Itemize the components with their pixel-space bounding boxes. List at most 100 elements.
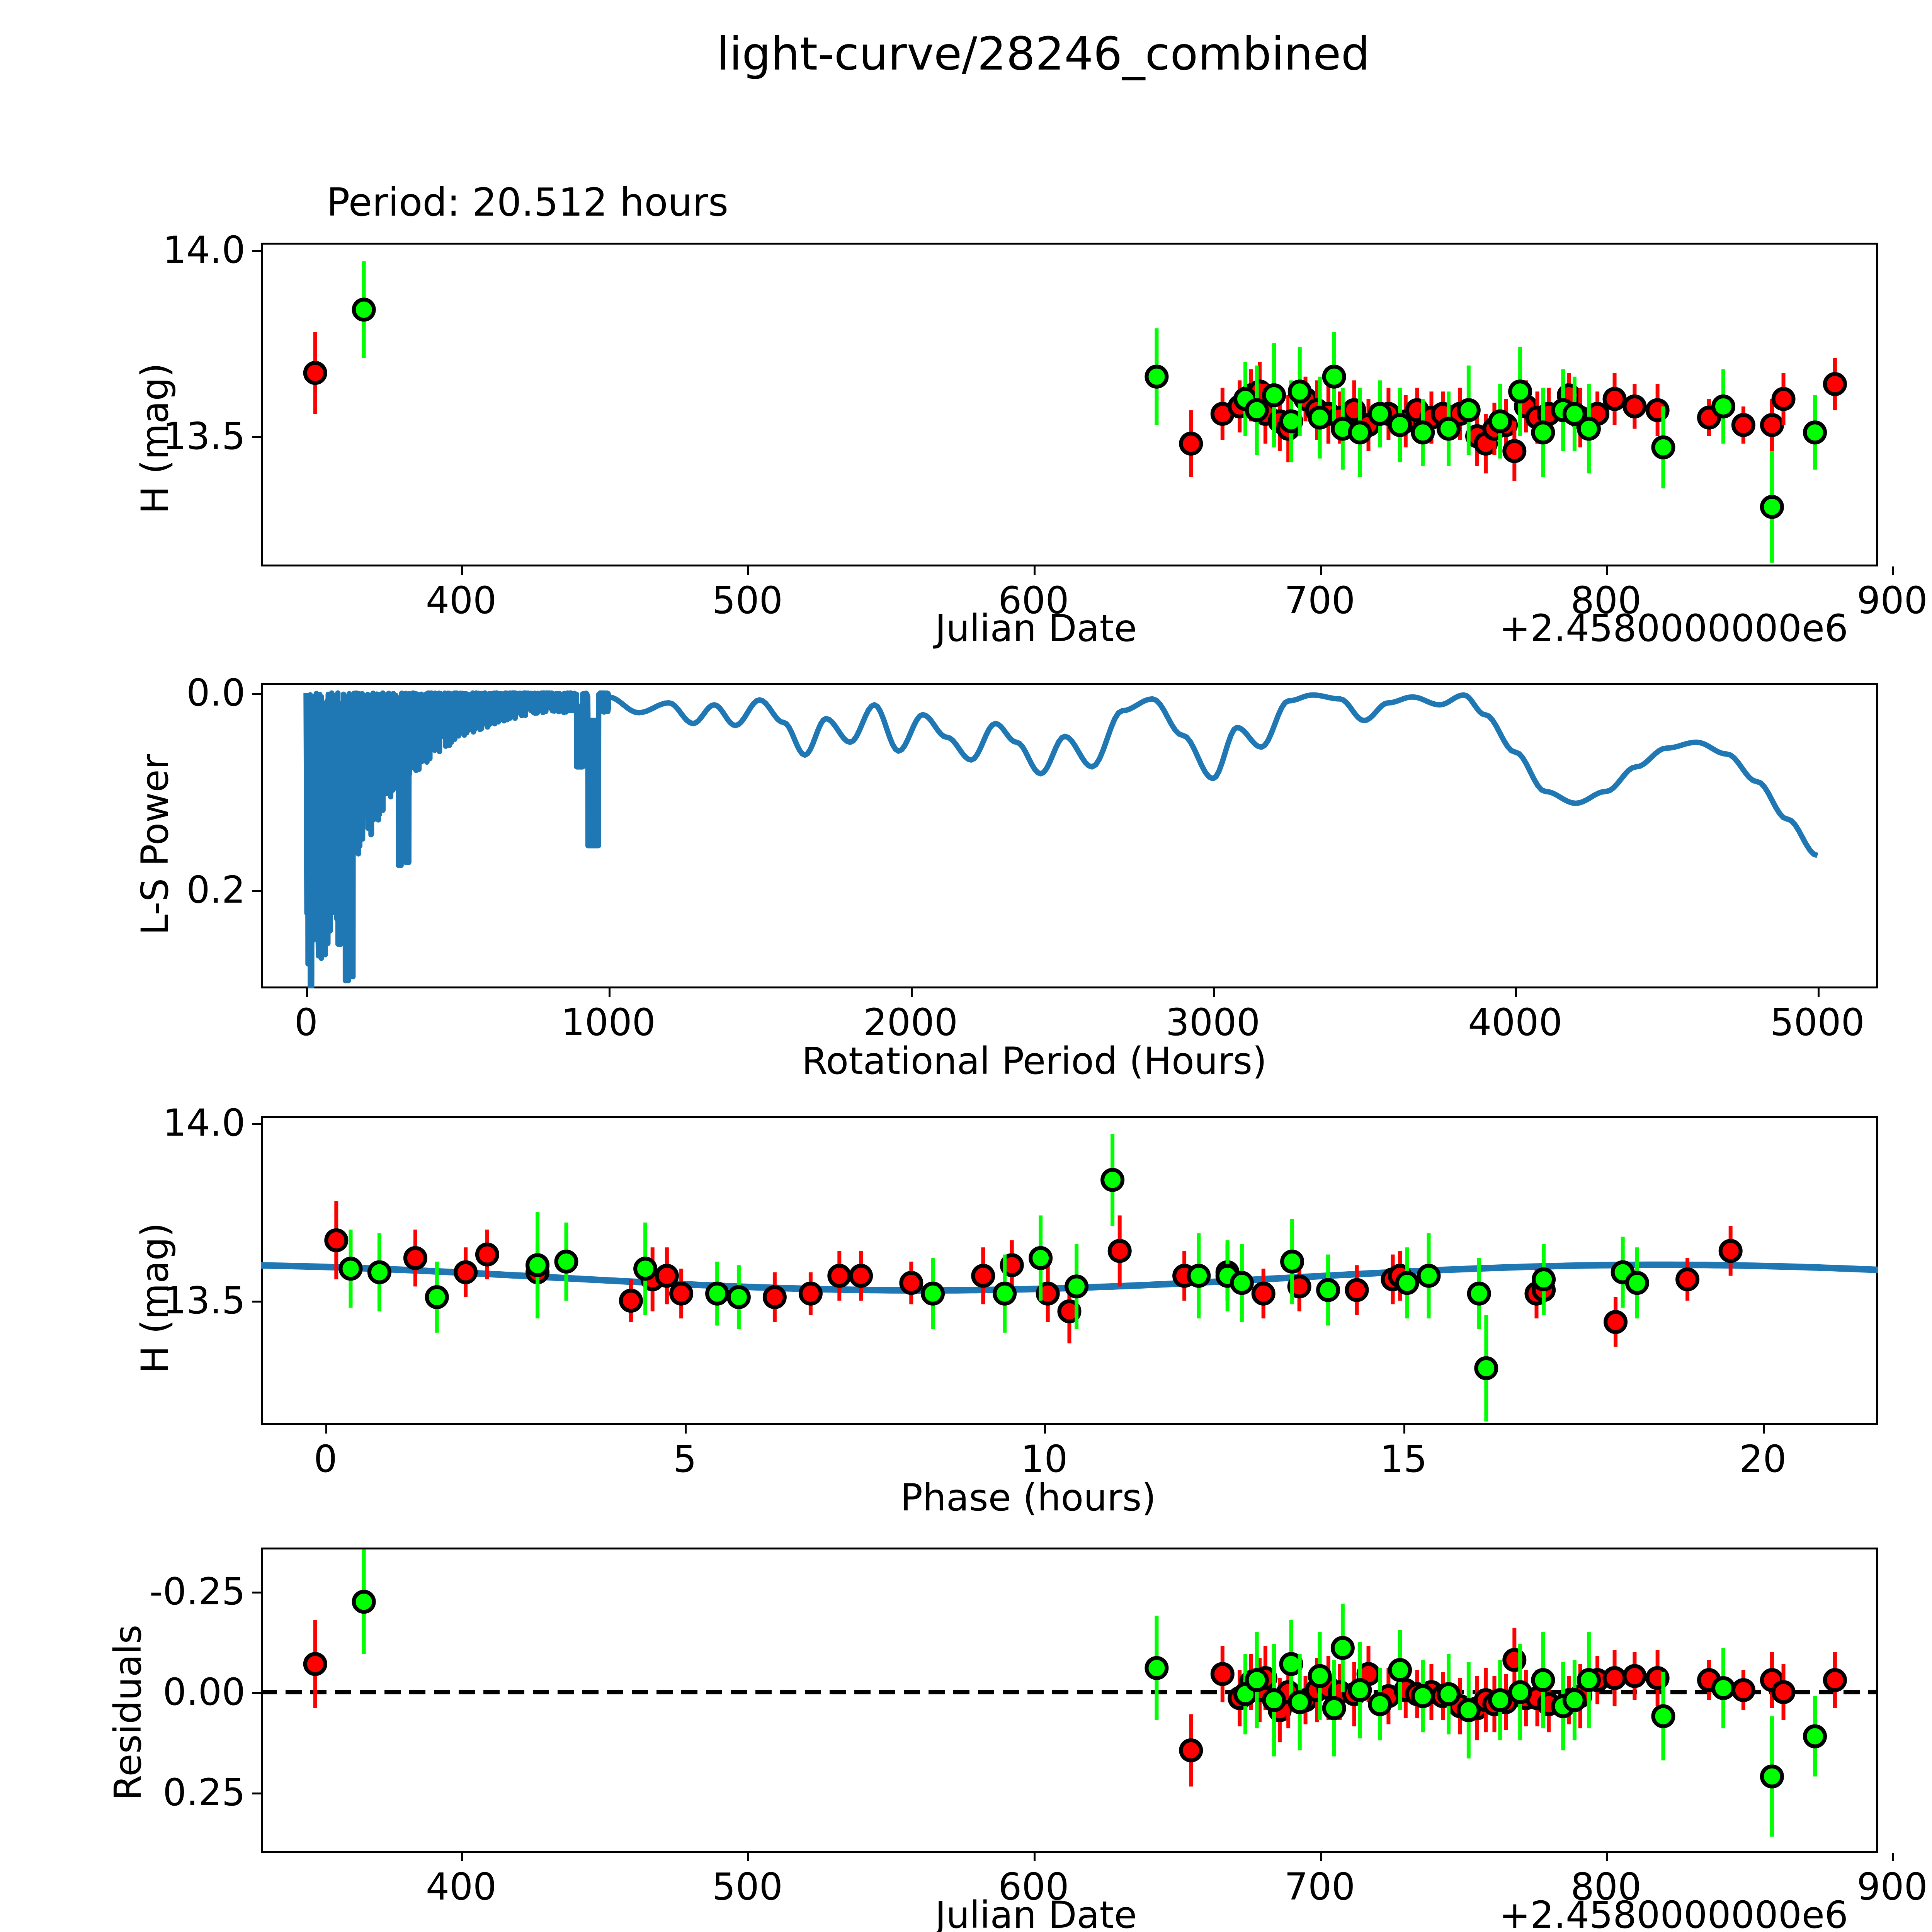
data-point-green <box>1532 1267 1556 1291</box>
data-point-green <box>1803 420 1827 445</box>
data-point-red <box>1602 387 1627 411</box>
data-point-green <box>1187 1264 1211 1288</box>
data-point-green <box>367 1260 391 1284</box>
data-point-green <box>1395 1271 1419 1295</box>
panel3-xtick-10-tickmark <box>1044 1425 1046 1434</box>
data-point-green <box>921 1281 945 1306</box>
panel1-xtick-600: 600 <box>998 579 1069 622</box>
period-annotation: Period: 20.512 hours <box>327 180 729 225</box>
data-point-red <box>849 1264 873 1288</box>
data-point-green <box>1308 1664 1332 1688</box>
panel3-ytick-1-tickmark <box>252 1301 261 1303</box>
panel4-ytick-2: -0.25 <box>149 1570 245 1614</box>
periodogram-line <box>303 690 1819 988</box>
panel1-xtick-700-tickmark <box>1320 566 1322 575</box>
data-point-red <box>324 1228 349 1252</box>
panel2-xtick-2000: 2000 <box>863 1001 958 1044</box>
data-point-green <box>1145 1656 1169 1680</box>
data-point-green <box>1456 1698 1481 1722</box>
data-point-green <box>633 1257 658 1281</box>
panel1-xlabel: Julian Date <box>935 607 1137 650</box>
panel3-xtick-15-tickmark <box>1403 1425 1406 1434</box>
panel4-xtick-900-tickmark <box>1892 1853 1895 1861</box>
data-point-red <box>1771 1680 1796 1704</box>
panel2-ytick-1-tickmark <box>252 890 261 892</box>
panel1-ytick-1-tickmark <box>252 436 261 438</box>
data-point-green <box>1562 1688 1587 1712</box>
data-point-red <box>1287 1274 1311 1299</box>
data-point-green <box>1245 398 1269 422</box>
data-point-red <box>303 361 327 385</box>
panel2-xtick-2000-tickmark <box>910 988 913 997</box>
data-point-green <box>1322 1696 1346 1720</box>
data-point-green <box>1348 1678 1372 1702</box>
panel3-xtick-0-tickmark <box>325 1425 328 1434</box>
data-point-green <box>1411 1684 1435 1708</box>
panel4-ytick-0: 0.25 <box>163 1771 245 1815</box>
data-point-green <box>1388 413 1412 437</box>
panel2-ytick-0: 0.0 <box>186 671 245 715</box>
panel3-xtick-15: 15 <box>1380 1437 1427 1481</box>
panel3-ytick-0: 14.0 <box>163 1101 245 1145</box>
data-point-green <box>526 1253 550 1277</box>
data-point-red <box>1622 394 1647 418</box>
panel3-xtick-5: 5 <box>673 1437 697 1481</box>
data-point-green <box>352 298 376 322</box>
data-point-red <box>303 1652 327 1676</box>
data-point-green <box>1280 1250 1304 1274</box>
data-point-red <box>798 1281 823 1306</box>
data-point-green <box>1488 409 1512 434</box>
panel2-xtick-0-tickmark <box>306 988 308 997</box>
data-point-green <box>726 1285 751 1309</box>
data-point-green <box>554 1250 578 1274</box>
panel2-xtick-1000: 1000 <box>561 1001 656 1044</box>
data-point-green <box>1348 420 1372 445</box>
data-point-green <box>1651 1704 1675 1728</box>
data-point-red <box>454 1260 478 1284</box>
panel3-ytick-0-tickmark <box>252 1123 261 1125</box>
panel1-xtick-500-tickmark <box>747 566 750 575</box>
panel4-xtick-600: 600 <box>998 1865 1069 1908</box>
data-point-green <box>1368 402 1392 426</box>
data-point-green <box>1287 1690 1312 1714</box>
panel4-xtick-400-tickmark <box>461 1853 463 1861</box>
panel1-xtick-600-tickmark <box>1033 566 1036 575</box>
panel3-xtick-5-tickmark <box>685 1425 687 1434</box>
data-point-green <box>1760 495 1784 519</box>
panel-light-curve <box>261 243 1878 566</box>
data-point-green <box>1262 383 1286 407</box>
panel2-xtick-4000: 4000 <box>1468 1001 1563 1044</box>
data-point-green <box>1474 1356 1498 1380</box>
figure-title: light-curve/28246_combined <box>716 27 1370 80</box>
panel1-xtick-700: 700 <box>1284 579 1355 622</box>
data-point-green <box>1145 364 1169 389</box>
panel4-xtick-800-tickmark <box>1606 1853 1608 1861</box>
data-point-green <box>1411 420 1435 445</box>
data-point-green <box>1456 398 1481 422</box>
data-point-red <box>762 1285 787 1309</box>
panel1-ytick-1: 13.5 <box>163 414 245 458</box>
data-point-red <box>1602 1666 1627 1690</box>
data-point-green <box>705 1281 730 1306</box>
panel2-xtick-4000-tickmark <box>1515 988 1517 997</box>
data-point-green <box>1467 1281 1491 1306</box>
panel2-xtick-5000: 5000 <box>1770 1001 1865 1044</box>
data-point-green <box>1287 379 1312 404</box>
data-point-green <box>1625 1271 1649 1295</box>
data-point-green <box>1651 435 1675 459</box>
data-point-red <box>1731 413 1755 437</box>
panel4-offset-text: +2.4580000000e6 <box>1499 1893 1848 1932</box>
data-point-red <box>971 1264 995 1288</box>
panel1-ytick-0-tickmark <box>252 250 261 252</box>
data-point-red <box>1107 1239 1132 1263</box>
panel1-xtick-800: 800 <box>1570 579 1641 622</box>
data-point-green <box>1531 420 1555 445</box>
panel2-xtick-1000-tickmark <box>608 988 611 997</box>
panel1-xtick-900-tickmark <box>1892 566 1895 575</box>
data-point-red <box>1057 1299 1082 1323</box>
data-point-red <box>1179 432 1203 456</box>
data-point-green <box>1803 1724 1827 1748</box>
data-point-red <box>1718 1239 1743 1263</box>
data-point-green <box>1316 1278 1340 1302</box>
